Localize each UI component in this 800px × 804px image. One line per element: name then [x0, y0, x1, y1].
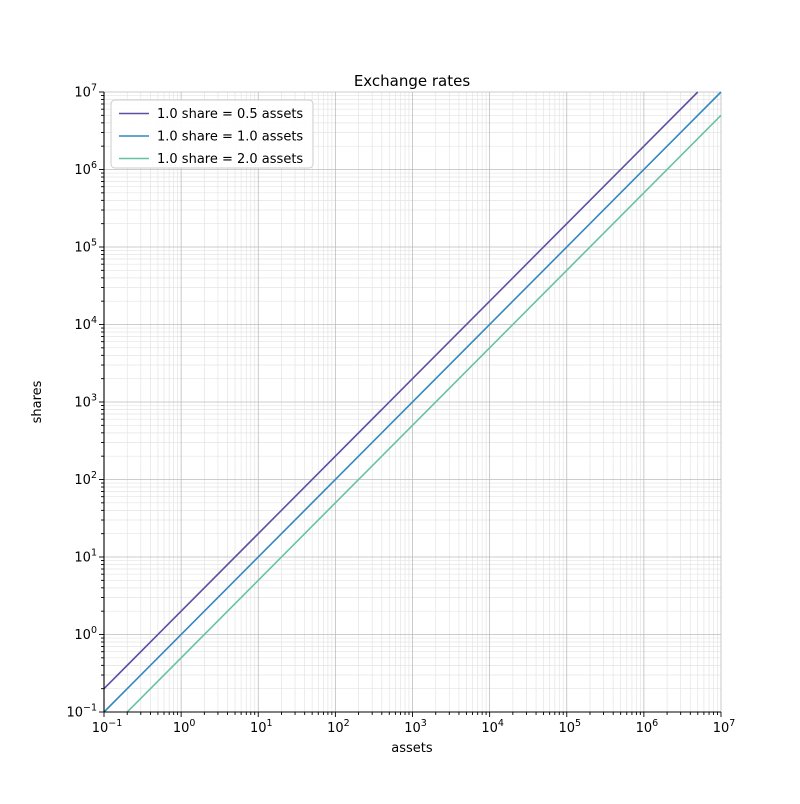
x-tick-label: 107: [713, 718, 736, 736]
y-tick-label: 107: [74, 83, 97, 101]
y-tick-label: 100: [74, 625, 97, 643]
y-axis-label: shares: [30, 380, 45, 423]
legend-item-1: 1.0 share = 1.0 assets: [119, 130, 303, 145]
y-tick-labels: 10−1 100 101 102 103 104 105 106 107: [66, 83, 97, 721]
y-tick-label: 102: [74, 470, 97, 488]
series-line-1: [103, 91, 722, 713]
y-tick-label: 105: [74, 238, 97, 256]
x-tick-label: 102: [327, 718, 350, 736]
x-tick-label: 103: [404, 718, 427, 736]
y-tick-label: 103: [74, 393, 97, 411]
x-tick-label: 101: [250, 718, 273, 736]
x-tick-label: 106: [636, 718, 659, 736]
series-line-0: [103, 91, 699, 690]
x-tick-labels: 10−1 100 101 102 103 104 105 106 107: [92, 718, 736, 736]
x-tick-label: 105: [558, 718, 581, 736]
y-tick-label: 106: [74, 160, 97, 178]
x-tick-label: 104: [481, 718, 504, 736]
legend-item-2: 1.0 share = 2.0 assets: [119, 152, 303, 167]
y-tick-label: 10−1: [66, 703, 97, 721]
legend: 1.0 share = 0.5 assets 1.0 share = 1.0 as…: [110, 99, 314, 169]
legend-label: 1.0 share = 2.0 assets: [157, 152, 303, 167]
series-lines: [103, 91, 722, 713]
chart-title: Exchange rates: [354, 72, 471, 90]
legend-label: 1.0 share = 1.0 assets: [157, 130, 303, 145]
legend-label: 1.0 share = 0.5 assets: [157, 107, 303, 122]
axis-ticks: [99, 91, 722, 717]
series-line-2: [126, 114, 722, 713]
legend-box: [110, 99, 314, 169]
x-tick-label: 10−1: [92, 718, 123, 736]
x-axis-label: assets: [391, 741, 433, 756]
legend-item-0: 1.0 share = 0.5 assets: [119, 107, 303, 122]
y-tick-label: 101: [74, 548, 97, 566]
y-tick-label: 104: [74, 315, 97, 333]
x-tick-label: 100: [173, 718, 196, 736]
